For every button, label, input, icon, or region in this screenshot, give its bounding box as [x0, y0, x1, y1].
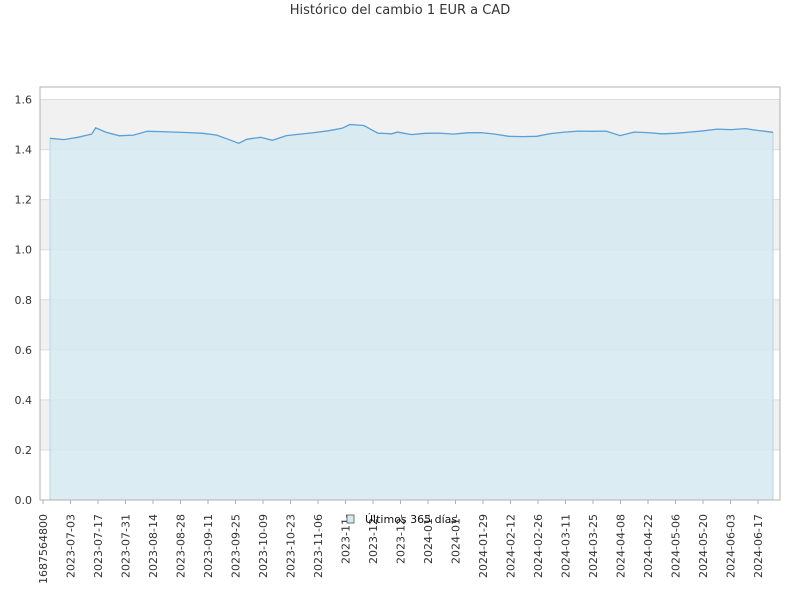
x-tick-label: 2024-06-03 — [725, 514, 738, 578]
y-tick-label: 0.6 — [15, 344, 33, 357]
y-tick-label: 0.4 — [15, 394, 33, 407]
x-tick-label: 1687564800 — [37, 514, 50, 584]
x-tick-label: 2024-03-25 — [587, 514, 600, 578]
series-line — [49, 123, 774, 145]
y-tick-label: 0.2 — [15, 444, 33, 457]
x-tick-label: 2023-11-06 — [312, 514, 325, 578]
x-tick-label: 2024-02-26 — [532, 514, 545, 578]
chart-title: Histórico del cambio 1 EUR a CAD — [289, 3, 511, 18]
y-tick-label: 1.2 — [15, 194, 33, 207]
x-tick-label: 2023-08-14 — [147, 514, 160, 578]
x-tick-label: 2024-04-22 — [642, 514, 655, 578]
y-tick-label: 0.8 — [15, 294, 33, 307]
x-tick-label: 2023-07-31 — [120, 514, 133, 578]
x-tick-label: 2024-01-29 — [477, 514, 490, 578]
x-tick-label: 2024-05-20 — [697, 514, 710, 578]
x-tick-label: 2023-09-11 — [202, 514, 215, 578]
x-tick-label: 2024-04-08 — [615, 514, 628, 578]
x-tick-label: 2024-05-06 — [670, 514, 683, 578]
x-tick-label: 2023-10-09 — [257, 514, 270, 578]
x-tick-label: 2023-12- — [395, 514, 408, 564]
x-tick-label: 2024-03-11 — [560, 514, 573, 578]
x-tick-label: 2023-08-28 — [175, 514, 188, 578]
plot-frame — [39, 86, 781, 501]
x-tick-label: 2023-12- — [367, 514, 380, 564]
y-tick-label: 1.4 — [15, 144, 33, 157]
y-tick-label: 1.6 — [15, 94, 33, 107]
legend-swatch — [346, 514, 355, 524]
y-tick-label: 0.0 — [15, 494, 33, 507]
x-tick-label: 2024-01- — [450, 514, 463, 564]
x-tick-label: 2024-01- — [422, 514, 435, 564]
legend-label: Últimos 365 días — [365, 513, 457, 526]
x-tick-label: 2023-07-03 — [65, 514, 78, 578]
x-tick-label: 2023-09-25 — [230, 514, 243, 578]
series-area — [49, 124, 774, 501]
x-tick-label: 2024-06-17 — [752, 514, 765, 578]
x-tick-label: 2023-10-23 — [285, 514, 298, 578]
x-tick-label: 2023-11- — [340, 514, 353, 564]
y-tick-label: 1.0 — [15, 244, 33, 257]
x-tick-label: 2024-02-12 — [505, 514, 518, 578]
x-tick-label: 2023-07-17 — [92, 514, 105, 578]
grid-band — [40, 87, 780, 100]
